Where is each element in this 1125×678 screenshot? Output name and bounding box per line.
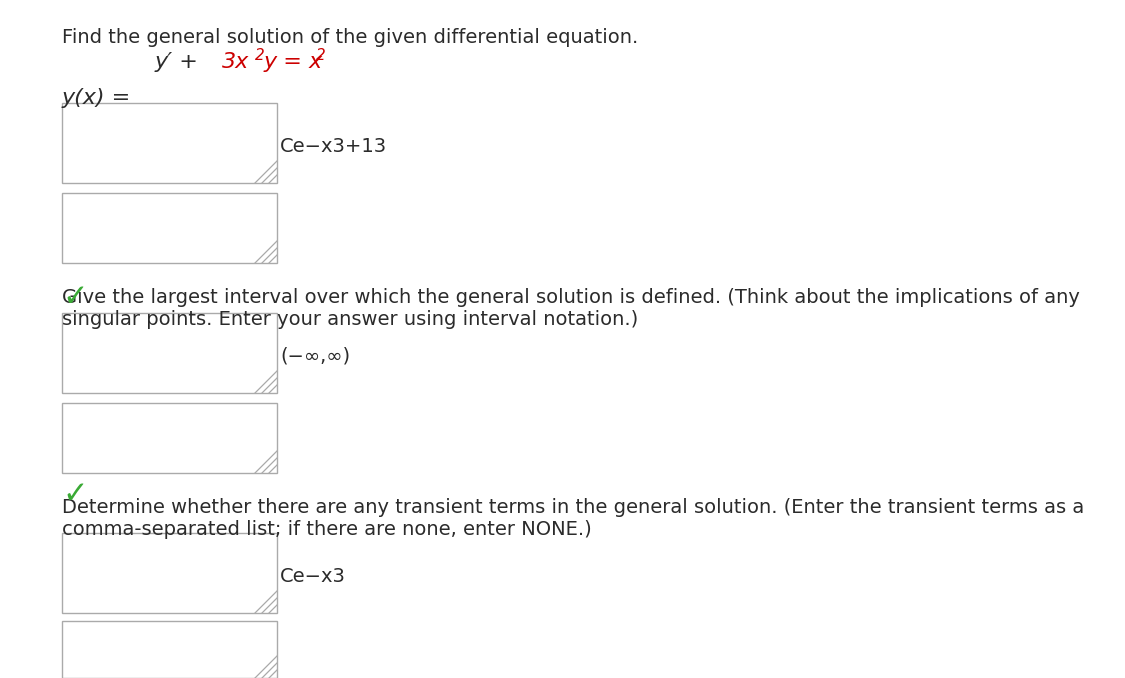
Bar	[62, 533, 277, 613]
Text: y(x) =: y(x) =	[62, 88, 132, 108]
Bar	[62, 103, 277, 183]
Bar	[62, 621, 277, 678]
Text: Ce−x3+13: Ce−x3+13	[280, 136, 387, 155]
Text: Give the largest interval over which the general solution is defined. (Think abo: Give the largest interval over which the…	[62, 288, 1080, 307]
Text: (−∞,∞): (−∞,∞)	[280, 346, 350, 365]
Text: Determine whether there are any transient terms in the general solution. (Enter : Determine whether there are any transien…	[62, 498, 1084, 517]
Bar	[62, 193, 277, 263]
Text: ✓: ✓	[62, 283, 88, 312]
Text: 3x: 3x	[222, 52, 250, 72]
Text: ✓: ✓	[62, 480, 88, 509]
Text: 2: 2	[316, 48, 326, 63]
Text: 2: 2	[255, 48, 264, 63]
Text: comma-separated list; if there are none, enter NONE.): comma-separated list; if there are none,…	[62, 520, 592, 539]
Text: Ce−x3: Ce−x3	[280, 567, 345, 586]
Text: Find the general solution of the given differential equation.: Find the general solution of the given d…	[62, 28, 638, 47]
Bar	[62, 313, 277, 393]
Text: y′ +: y′ +	[155, 52, 206, 72]
Bar	[62, 403, 277, 473]
Text: singular points. Enter your answer using interval notation.): singular points. Enter your answer using…	[62, 310, 638, 329]
Text: y = x: y = x	[264, 52, 323, 72]
